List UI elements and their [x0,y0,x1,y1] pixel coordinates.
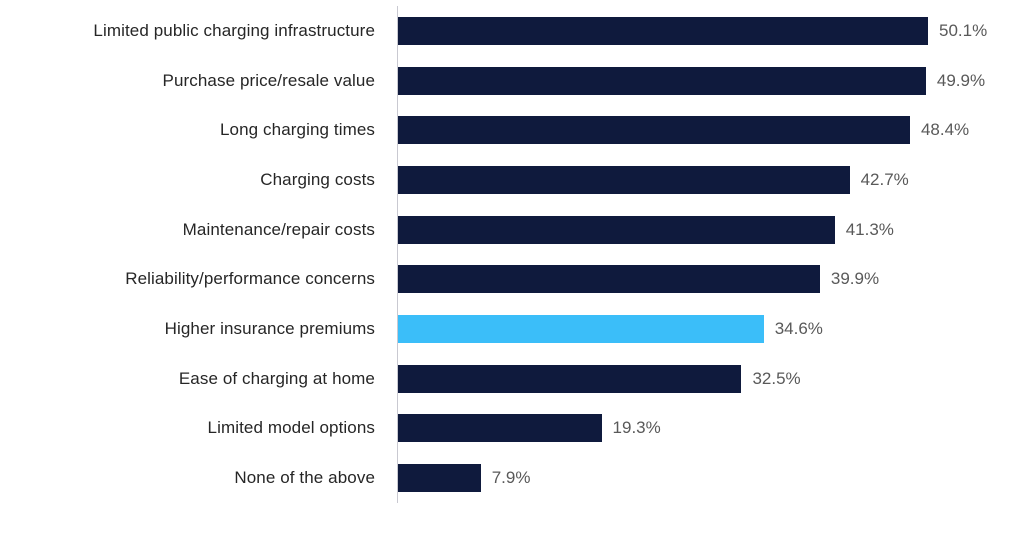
value-label: 41.3% [845,219,894,239]
category-label: Charging costs [260,169,375,189]
bar-area: 34.6% [397,304,823,354]
bar-area: 50.1% [397,6,987,56]
bar-rows-container: Limited public charging infrastructure 50… [0,6,1024,503]
bar-area: 48.4% [397,105,969,155]
bar-area: 7.9% [397,453,530,503]
bar-row: Maintenance/repair costs 41.3% [0,205,1024,255]
category-label: Reliability/performance concerns [125,269,375,289]
category-label: Limited public charging infrastructure [93,20,375,40]
value-label: 42.7% [860,169,909,189]
value-label: 32.5% [752,368,801,388]
bar-area: 41.3% [397,205,894,255]
category-label: Maintenance/repair costs [182,219,375,239]
category-label: Purchase price/resale value [162,70,375,90]
bar [397,265,820,294]
bar-row: Ease of charging at home 32.5% [0,354,1024,404]
value-label: 34.6% [774,318,823,338]
bar [397,215,835,244]
bar-area: 49.9% [397,56,985,106]
bar [397,364,742,393]
bar-area: 19.3% [397,404,661,454]
highlighted-bar [397,314,764,343]
bar-area: 32.5% [397,354,801,404]
bar-row: None of the above 7.9% [0,453,1024,503]
value-label: 39.9% [830,269,880,289]
bar-area: 42.7% [397,155,909,205]
bar-row: Limited public charging infrastructure 50… [0,6,1024,56]
bar [397,464,481,493]
category-label: Higher insurance premiums [164,318,375,338]
value-label: 49.9% [936,70,986,90]
bar-row: Reliability/performance concerns 39.9% [0,254,1024,304]
value-label: 19.3% [612,418,661,438]
bar-row: Higher insurance premiums 34.6% [0,304,1024,354]
bar-area: 39.9% [397,254,879,304]
category-label: Ease of charging at home [178,368,375,388]
bar-row: Charging costs 42.7% [0,155,1024,205]
bar [397,16,928,45]
category-label: None of the above [234,468,375,488]
value-label: 7.9% [491,468,531,488]
bar [397,165,850,194]
category-label: Long charging times [220,120,375,140]
bar-row: Limited model options 19.3% [0,404,1024,454]
y-axis-line [397,6,398,503]
bar [397,116,910,145]
bar-row: Long charging times 48.4% [0,105,1024,155]
value-label: 48.4% [920,120,970,140]
category-label: Limited model options [207,418,375,438]
value-label: 50.1% [939,20,988,40]
bar-row: Purchase price/resale value 49.9% [0,56,1024,106]
bar [397,414,602,443]
bar [397,66,926,95]
